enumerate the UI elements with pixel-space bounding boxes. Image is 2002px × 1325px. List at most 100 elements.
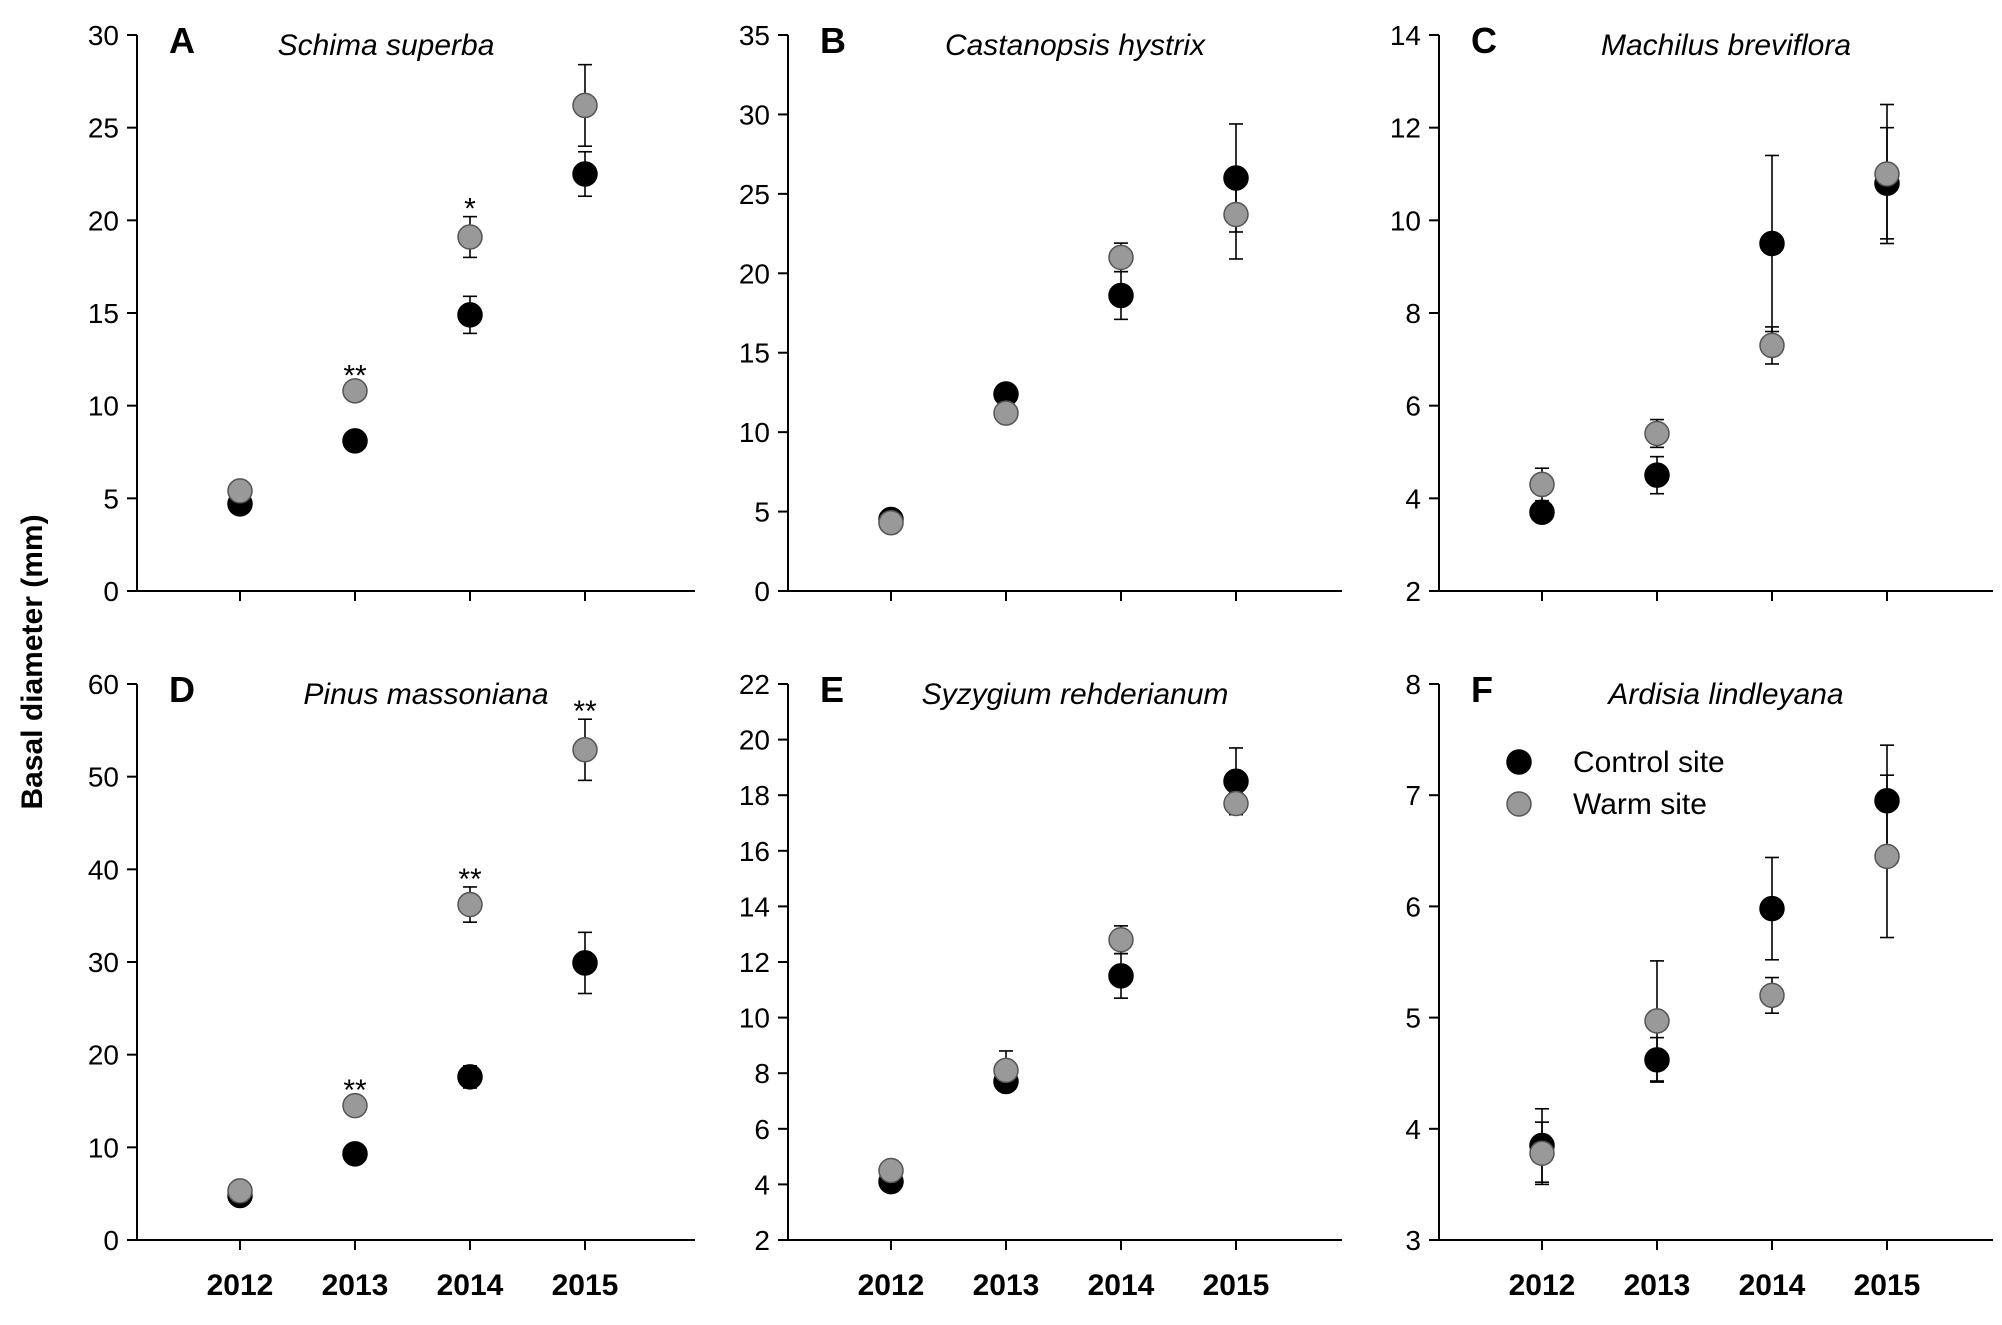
y-tick-label: 20 <box>739 258 770 289</box>
y-tick-label: 25 <box>88 113 119 144</box>
warm-site-point-2013 <box>993 400 1019 426</box>
significance-marker: ** <box>343 359 367 392</box>
y-tick-label: 35 <box>739 20 770 51</box>
panel-letter: B <box>820 20 846 61</box>
y-tick-label: 5 <box>754 497 770 528</box>
warm-site-point-2013 <box>342 378 368 404</box>
warm-site-point-2014 <box>1108 244 1134 271</box>
y-tick-label: 10 <box>739 1003 770 1034</box>
y-tick-label: 20 <box>88 205 119 236</box>
y-tick-label: 10 <box>88 391 119 422</box>
panel-letter: C <box>1471 20 1497 61</box>
y-tick-label: 40 <box>88 854 119 885</box>
y-tick-label: 5 <box>1405 1003 1421 1034</box>
x-tick-label-2013: 2013 <box>322 1269 389 1302</box>
x-tick-label-2012: 2012 <box>1509 1269 1576 1302</box>
x-tick-label-2014: 2014 <box>1739 1269 1806 1302</box>
control-site-point-2013 <box>342 1141 368 1167</box>
y-tick-label: 10 <box>739 417 770 448</box>
warm-site-point-2014 <box>1759 332 1785 359</box>
y-tick-label: 2 <box>754 1225 770 1256</box>
panel-letter: A <box>169 20 195 61</box>
significance-marker: * <box>464 193 476 226</box>
y-tick-label: 25 <box>739 179 770 210</box>
x-tick-label-2013: 2013 <box>973 1269 1040 1302</box>
y-tick-label: 8 <box>1405 669 1421 700</box>
species-title: Syzygium rehderianum <box>922 678 1229 711</box>
y-tick-label: 30 <box>739 99 770 130</box>
warm-site-point-2012 <box>227 1178 253 1204</box>
control-site-point-2015 <box>1874 788 1900 814</box>
x-tick-label-2012: 2012 <box>207 1269 274 1302</box>
warm-site-point-2014 <box>457 224 483 250</box>
y-tick-label: 0 <box>103 1225 119 1256</box>
y-tick-label: 4 <box>1405 1114 1421 1145</box>
warm-site-point-2013 <box>342 1092 368 1119</box>
warm-site-point-2015 <box>1223 790 1249 817</box>
control-site-point-2013 <box>342 428 368 454</box>
y-tick-label: 12 <box>1390 113 1421 144</box>
x-tick-label-2015: 2015 <box>1203 1269 1270 1302</box>
warm-site-point-2014 <box>1108 927 1134 953</box>
y-tick-label: 15 <box>88 298 119 329</box>
warm-site-point-2012 <box>227 478 253 504</box>
warm-site-point-2013 <box>993 1057 1019 1084</box>
warm-site-point-2012 <box>878 509 904 536</box>
panel-letter: D <box>169 669 195 710</box>
y-tick-label: 50 <box>88 762 119 793</box>
significance-marker: ** <box>343 1074 367 1107</box>
y-tick-label: 0 <box>103 576 119 607</box>
warm-site-point-2012 <box>1529 471 1555 498</box>
species-title: Machilus breviflora <box>1601 29 1851 62</box>
panel-d: 0 10 20 30 40 50 60 2012 2013 2014 2015 D Pinus mass… <box>88 669 695 1302</box>
y-tick-label: 0 <box>754 576 770 607</box>
y-tick-label: 8 <box>754 1058 770 1089</box>
legend-label: Control site <box>1573 746 1725 779</box>
control-site-point-2012 <box>1529 499 1555 525</box>
y-tick-label: 22 <box>739 669 770 700</box>
control-site-point-2013 <box>1644 462 1670 488</box>
y-tick-label: 6 <box>754 1114 770 1145</box>
y-tick-label: 3 <box>1405 1225 1421 1256</box>
panel-c: 2 4 6 8 10 12 14 C Machilus breviflora <box>1390 20 1993 607</box>
y-tick-label: 20 <box>739 725 770 756</box>
warm-site-point-2013 <box>1644 1008 1670 1034</box>
panel-letter: E <box>820 669 844 710</box>
control-site-point-2014 <box>1108 282 1134 309</box>
x-tick-label-2013: 2013 <box>1624 1269 1691 1302</box>
x-tick-label-2014: 2014 <box>1088 1269 1155 1302</box>
y-tick-label: 6 <box>1405 391 1421 422</box>
y-tick-label: 7 <box>1405 780 1421 811</box>
y-tick-label: 30 <box>88 20 119 51</box>
control-site-point-2014 <box>1759 895 1785 922</box>
y-tick-label: 10 <box>88 1132 119 1163</box>
control-site-point-2014 <box>457 1064 483 1090</box>
control-site-point-2015 <box>1223 165 1249 191</box>
y-tick-label: 14 <box>1390 20 1421 51</box>
warm-site-point-2013 <box>1644 420 1670 447</box>
y-tick-label: 16 <box>739 836 770 867</box>
warm-site-point-2015 <box>572 737 598 763</box>
y-axis-label: Basal diameter (mm) <box>16 514 49 809</box>
y-tick-label: 2 <box>1405 576 1421 607</box>
y-tick-label: 20 <box>88 1040 119 1071</box>
warm-site-point-2015 <box>1223 201 1249 228</box>
control-site-point-2014 <box>1108 963 1134 989</box>
legend-marker <box>1506 791 1532 817</box>
y-tick-label: 4 <box>754 1169 770 1200</box>
x-tick-label-2015: 2015 <box>1854 1269 1921 1302</box>
warm-site-point-2014 <box>457 891 483 918</box>
panel-b: 0 5 10 15 20 25 30 35 B Castanopsis hystrix <box>739 20 1342 607</box>
y-tick-label: 12 <box>739 947 770 978</box>
legend-marker <box>1506 749 1532 775</box>
y-tick-label: 18 <box>739 780 770 811</box>
significance-marker: ** <box>458 863 482 896</box>
control-site-point-2015 <box>1223 768 1249 795</box>
legend-label: Warm site <box>1573 788 1707 821</box>
y-tick-label: 5 <box>103 483 119 514</box>
y-tick-label: 10 <box>1390 205 1421 236</box>
warm-site-point-2012 <box>1529 1140 1555 1167</box>
